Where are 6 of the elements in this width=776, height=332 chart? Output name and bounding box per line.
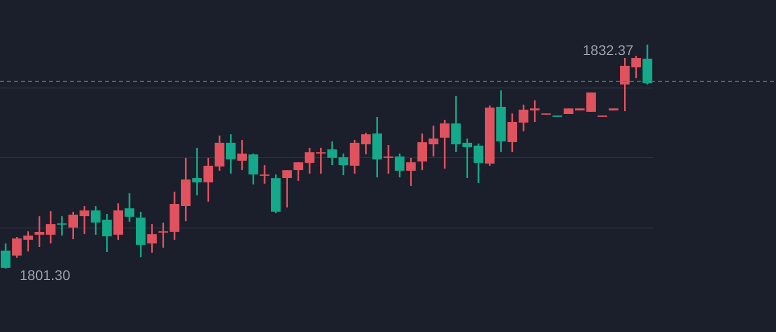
candlestick [237,140,247,170]
annotation: 1832.37 [582,42,634,58]
candlestick [260,165,270,184]
candlestick [192,148,202,196]
annotation: 1801.30 [20,267,70,284]
candlestick [384,145,394,174]
